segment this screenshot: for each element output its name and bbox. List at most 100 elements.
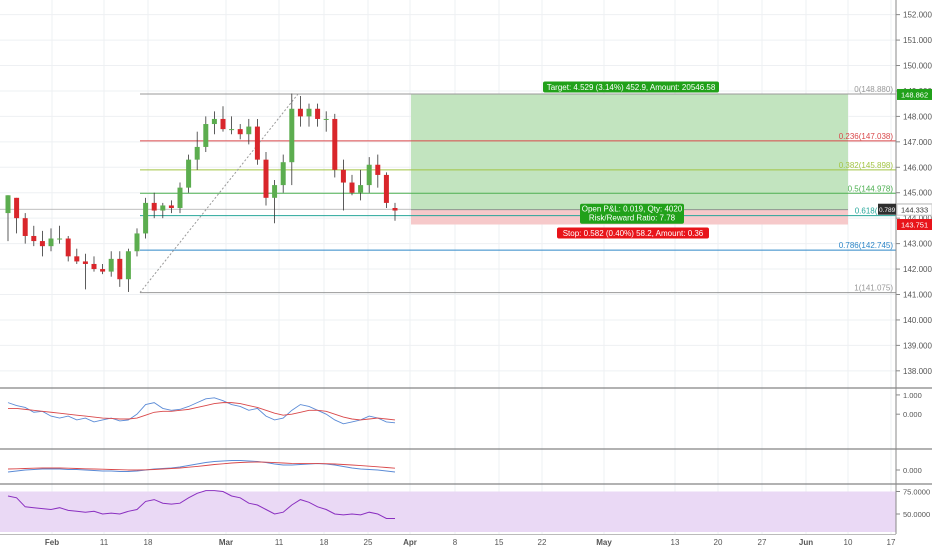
price-prefix-badge bbox=[878, 203, 896, 215]
price-badge bbox=[897, 219, 932, 231]
candle-body bbox=[375, 164, 381, 175]
candle bbox=[280, 154, 286, 193]
fib-level-label: 0.786(142.745) bbox=[839, 241, 894, 250]
y-tick-label: 148.000 bbox=[903, 112, 932, 121]
y-tick-label: 0.000 bbox=[903, 466, 922, 475]
y-tick-label: 138.000 bbox=[903, 367, 932, 376]
candle-body bbox=[246, 126, 252, 135]
candle-body bbox=[263, 159, 269, 198]
candle-body bbox=[229, 129, 235, 131]
candle-body bbox=[280, 162, 286, 186]
candle bbox=[358, 169, 364, 201]
candle bbox=[220, 106, 226, 132]
candle bbox=[392, 202, 398, 221]
position-labels: Target: 4.529 (3.14%) 452.9, Amount: 205… bbox=[543, 81, 932, 239]
panel1-slow-line bbox=[8, 402, 396, 421]
y-tick-label: 50.0000 bbox=[903, 510, 930, 519]
candle bbox=[31, 225, 37, 247]
y-tick-label: 150.000 bbox=[903, 62, 932, 71]
panel2-slow-line bbox=[7, 461, 396, 471]
candle bbox=[125, 248, 131, 292]
candle bbox=[272, 180, 278, 224]
y-tick-label: 144.000 bbox=[903, 214, 932, 223]
candle-body bbox=[22, 218, 28, 236]
candle bbox=[91, 256, 97, 272]
candle-body bbox=[332, 118, 338, 170]
stop-label: Stop: 0.582 (0.40%) 58.2, Amount: 0.36 bbox=[563, 229, 704, 238]
x-tick-label: 11 bbox=[275, 538, 284, 547]
candle bbox=[108, 251, 114, 277]
candle-body bbox=[349, 182, 355, 193]
candle-body bbox=[340, 169, 346, 183]
x-tick-label: 18 bbox=[144, 538, 153, 547]
x-tick-label: Mar bbox=[219, 538, 233, 547]
candle-body bbox=[160, 205, 166, 211]
candle bbox=[117, 251, 123, 287]
fib-level-label: 0.236(147.038) bbox=[839, 132, 894, 141]
x-tick-label: 10 bbox=[844, 538, 853, 547]
candle bbox=[349, 174, 355, 196]
fib-level-label: 0(148.880) bbox=[854, 85, 893, 94]
candle-body bbox=[211, 118, 217, 125]
candle bbox=[82, 253, 88, 290]
candle bbox=[306, 103, 312, 127]
candle bbox=[263, 152, 269, 206]
candle-body bbox=[177, 187, 183, 208]
x-tick-label: Feb bbox=[45, 538, 59, 547]
y-tick-label: 1.000 bbox=[903, 391, 922, 400]
y-tick-label: 139.000 bbox=[903, 341, 932, 350]
candle bbox=[323, 111, 329, 132]
y-tick-label: 140.000 bbox=[903, 316, 932, 325]
x-tick-label: May bbox=[596, 538, 612, 547]
target-zone bbox=[411, 94, 848, 210]
candle bbox=[203, 116, 209, 153]
candle-body bbox=[315, 108, 321, 119]
y-tick-label: 142.000 bbox=[903, 265, 932, 274]
candlesticks bbox=[5, 93, 398, 292]
stop-label-box bbox=[557, 227, 709, 239]
price-badge-label: 143.751 bbox=[901, 221, 928, 230]
candle bbox=[297, 96, 303, 127]
candle-body bbox=[117, 258, 123, 280]
candle-body bbox=[82, 261, 88, 264]
candle-body bbox=[272, 185, 278, 198]
price-badge bbox=[897, 88, 932, 100]
candle bbox=[229, 116, 235, 135]
candle-body bbox=[134, 233, 140, 252]
candle bbox=[194, 131, 200, 170]
candle bbox=[332, 113, 338, 178]
y-tick-label: 147.000 bbox=[903, 138, 932, 147]
x-tick-label: Jun bbox=[799, 538, 813, 547]
candle-body bbox=[168, 205, 174, 208]
candle bbox=[186, 154, 192, 193]
candle bbox=[237, 124, 243, 140]
candle bbox=[5, 195, 11, 242]
y-tick-label: 143.000 bbox=[903, 240, 932, 249]
y-tick-label: 145.000 bbox=[903, 189, 932, 198]
candle-body bbox=[74, 256, 80, 262]
candle-body bbox=[186, 159, 192, 188]
candle bbox=[134, 228, 140, 257]
fib-level-label: 0.5(144.978) bbox=[848, 184, 894, 193]
candle bbox=[151, 192, 157, 219]
candle bbox=[143, 197, 149, 239]
price-badge-label: 148.862 bbox=[901, 90, 928, 99]
fib-level-label: 0.382(145.898) bbox=[839, 161, 894, 170]
target-label-box bbox=[543, 81, 719, 93]
candle-body bbox=[31, 235, 37, 242]
candle-body bbox=[392, 207, 398, 211]
candle bbox=[14, 197, 20, 234]
target-label: Target: 4.529 (3.14%) 452.9, Amount: 205… bbox=[547, 83, 716, 92]
candle bbox=[375, 154, 381, 188]
fib-level-label: 0.618(144. bbox=[855, 207, 893, 216]
candle-body bbox=[48, 238, 54, 247]
candle-body bbox=[39, 241, 45, 247]
candle bbox=[48, 228, 54, 252]
candle-body bbox=[65, 238, 71, 257]
candle-body bbox=[366, 164, 372, 186]
candle bbox=[100, 263, 106, 275]
pnl-label-box bbox=[580, 203, 684, 224]
candle-body bbox=[108, 258, 114, 272]
candle-body bbox=[14, 197, 20, 219]
